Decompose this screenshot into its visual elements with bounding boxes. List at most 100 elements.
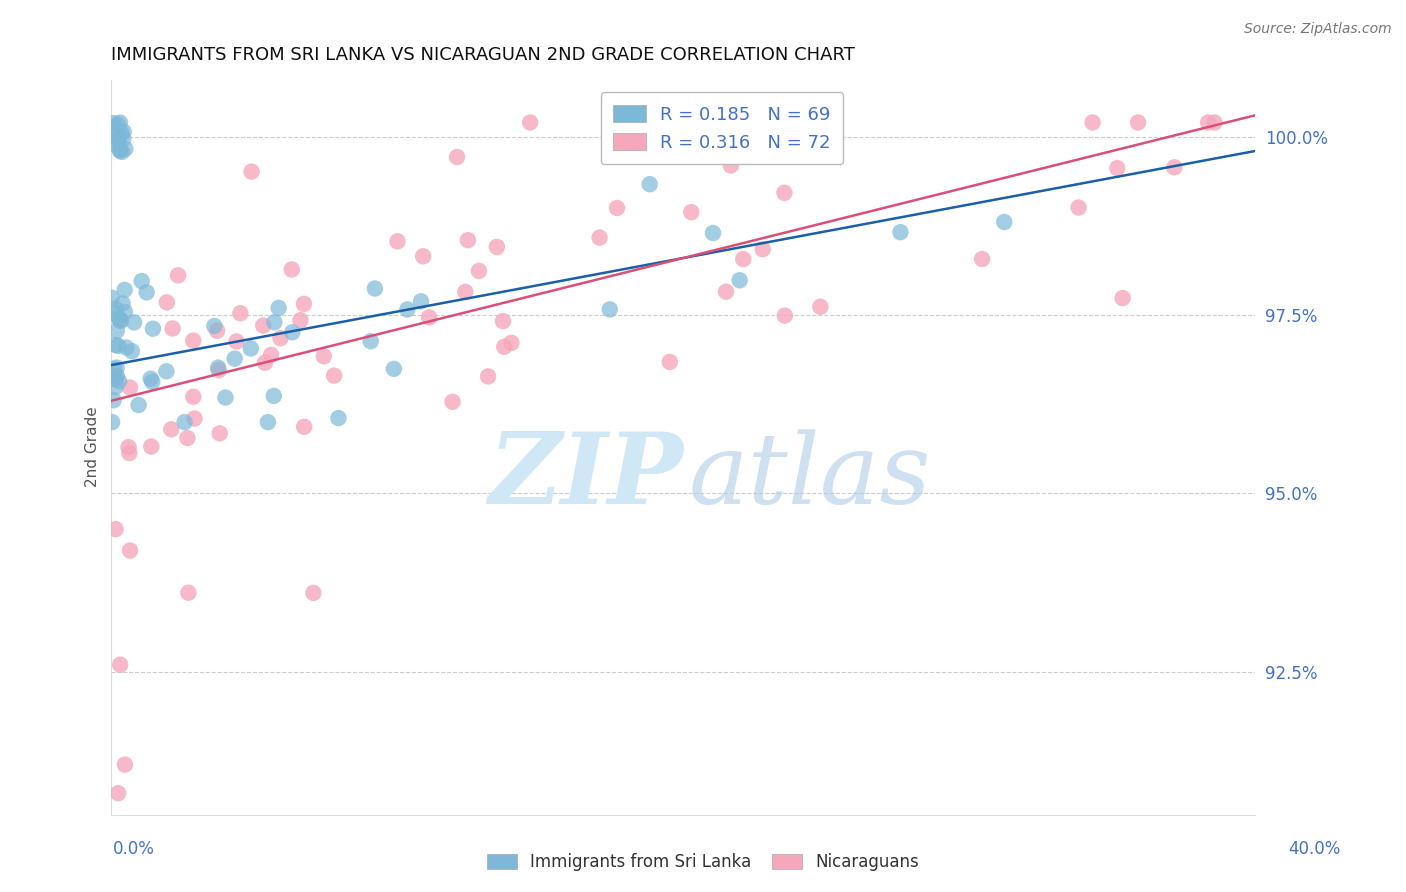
Point (101, 415, 124, 429)
Point (110, 126, 132, 140)
Point (114, 757, 136, 772)
Point (808, 300, 831, 314)
Point (121, 344, 143, 359)
Point (104, 338, 127, 352)
Text: atlas: atlas (689, 429, 932, 524)
Point (382, 362, 405, 376)
Point (104, 301, 127, 316)
Point (103, 116, 125, 130)
Point (263, 389, 285, 403)
Point (681, 205, 703, 219)
Point (139, 372, 162, 386)
Point (142, 321, 165, 335)
Point (409, 294, 432, 309)
Point (177, 585, 200, 599)
Point (108, 311, 131, 326)
Point (312, 349, 335, 363)
Point (253, 356, 276, 370)
Point (492, 314, 515, 328)
Point (167, 268, 190, 283)
Point (107, 133, 129, 147)
Point (108, 374, 131, 388)
Point (477, 369, 499, 384)
Point (588, 230, 610, 244)
Point (240, 164, 263, 178)
Point (131, 274, 153, 288)
Point (773, 309, 796, 323)
Point (208, 426, 231, 441)
Point (970, 252, 993, 266)
Point (181, 390, 204, 404)
Point (117, 440, 139, 454)
Point (889, 225, 911, 239)
Point (224, 351, 246, 366)
Point (302, 586, 325, 600)
Point (1204, 115, 1226, 129)
Point (205, 324, 228, 338)
Point (599, 302, 621, 317)
Point (103, 121, 125, 136)
Point (281, 325, 304, 339)
Point (728, 273, 751, 287)
Point (108, 115, 131, 129)
Point (160, 422, 183, 436)
Point (1126, 115, 1149, 129)
Point (162, 321, 184, 335)
Point (252, 318, 274, 333)
Point (155, 364, 177, 378)
Point (773, 186, 796, 200)
Point (387, 235, 409, 249)
Point (457, 233, 479, 247)
Point (494, 340, 516, 354)
Point (114, 283, 136, 297)
Point (202, 319, 225, 334)
Point (418, 310, 440, 325)
Point (105, 369, 128, 384)
Point (1081, 115, 1104, 129)
Point (107, 339, 129, 353)
Point (118, 446, 141, 460)
Point (501, 335, 523, 350)
Point (104, 372, 127, 386)
Point (141, 375, 163, 389)
Point (733, 252, 755, 266)
Point (225, 334, 247, 349)
Point (468, 264, 491, 278)
Point (1107, 161, 1129, 175)
Point (606, 201, 628, 215)
Point (103, 127, 125, 141)
Point (260, 348, 283, 362)
Point (702, 226, 724, 240)
Text: 40.0%: 40.0% (1288, 840, 1341, 858)
Point (111, 296, 134, 310)
Point (290, 313, 312, 327)
Point (1067, 201, 1090, 215)
Point (100, 291, 122, 305)
Point (101, 136, 124, 151)
Point (108, 313, 131, 327)
Point (112, 132, 135, 146)
Point (292, 420, 315, 434)
Point (122, 315, 145, 329)
Point (638, 177, 661, 191)
Point (108, 144, 131, 158)
Point (755, 115, 778, 129)
Point (214, 391, 236, 405)
Point (751, 242, 773, 256)
Point (720, 159, 742, 173)
Point (128, 398, 150, 412)
Point (441, 394, 464, 409)
Point (156, 295, 179, 310)
Point (208, 363, 231, 377)
Point (292, 297, 315, 311)
Point (360, 334, 382, 349)
Point (173, 415, 195, 429)
Point (105, 360, 128, 375)
Point (108, 143, 131, 157)
Point (328, 411, 350, 425)
Point (1111, 291, 1133, 305)
Point (118, 543, 141, 558)
Point (103, 393, 125, 408)
Point (110, 314, 132, 328)
Point (446, 150, 468, 164)
